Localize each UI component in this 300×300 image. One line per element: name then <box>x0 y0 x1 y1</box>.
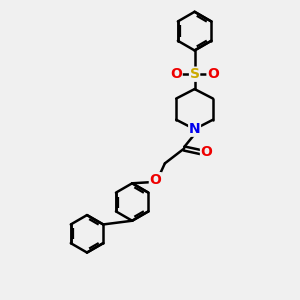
Text: N: N <box>189 122 200 136</box>
Text: O: O <box>170 67 182 81</box>
Text: O: O <box>149 173 161 187</box>
Text: O: O <box>200 146 212 159</box>
Text: S: S <box>190 67 200 81</box>
Text: O: O <box>207 67 219 81</box>
